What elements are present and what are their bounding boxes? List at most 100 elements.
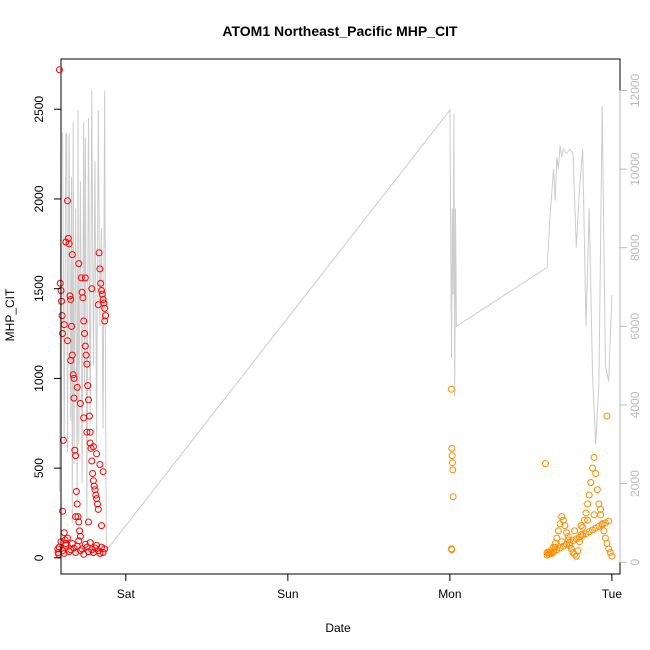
data-point-series-2 <box>579 523 587 531</box>
data-point-series-1 <box>69 371 77 379</box>
data-point-series-1 <box>82 351 90 359</box>
data-point-series-1 <box>77 274 85 282</box>
data-point-series-1 <box>96 549 104 557</box>
chart-title: ATOM1 Northeast_Pacific MHP_CIT <box>222 23 458 39</box>
data-point-series-1 <box>78 288 86 296</box>
data-point-series-1 <box>74 513 82 521</box>
x-tick-label: Sun <box>277 587 298 601</box>
data-point-series-1 <box>86 428 94 436</box>
data-point-series-1 <box>99 549 107 556</box>
data-point-series-2 <box>564 532 572 540</box>
data-point-series-1 <box>75 518 83 526</box>
data-point-series-2 <box>595 522 603 530</box>
data-point-series-2 <box>571 527 579 535</box>
data-point-series-1 <box>70 394 78 402</box>
y2-tick-label: 6000 <box>628 313 642 340</box>
data-point-series-1 <box>88 285 96 293</box>
x-axis-label: Date <box>325 621 351 635</box>
data-point-series-2 <box>605 545 613 553</box>
data-point-series-2 <box>545 549 553 556</box>
data-point-series-1 <box>73 383 81 391</box>
data-point-series-1 <box>62 541 70 549</box>
data-point-series-2 <box>553 534 561 542</box>
data-point-series-2 <box>569 537 577 545</box>
y2-tick-label: 12000 <box>628 73 642 107</box>
data-point-series-1 <box>83 360 91 368</box>
x-tick-label: Mon <box>438 587 461 601</box>
data-point-series-2 <box>558 513 566 521</box>
y-tick-label: 2000 <box>32 185 46 212</box>
plot-frame <box>60 58 621 575</box>
data-point-series-1 <box>62 238 70 246</box>
data-point-series-1 <box>64 337 71 345</box>
data-point-series-2 <box>542 460 549 468</box>
data-point-series-1 <box>72 452 80 460</box>
data-point-series-1 <box>56 279 64 287</box>
data-point-series-1 <box>99 296 107 303</box>
y2-tick-label: 10000 <box>628 152 642 186</box>
data-point-series-2 <box>603 412 611 420</box>
y2-tick-label: 4000 <box>628 391 642 418</box>
data-point-series-2 <box>567 545 575 553</box>
data-point-series-1 <box>89 477 97 485</box>
data-point-series-1 <box>60 529 68 537</box>
data-point-series-2 <box>582 509 590 517</box>
data-point-series-1 <box>76 400 84 407</box>
data-point-series-1 <box>64 197 71 205</box>
data-point-series-1 <box>65 548 73 556</box>
data-point-series-2 <box>449 466 457 474</box>
data-point-series-1 <box>101 317 109 325</box>
data-point-series-2 <box>590 511 598 519</box>
data-point-series-1 <box>94 505 102 513</box>
data-point-series-1 <box>84 382 92 390</box>
data-point-series-1 <box>83 428 91 436</box>
data-point-series-1 <box>95 249 103 257</box>
y2-tick-label: 8000 <box>628 234 642 261</box>
data-point-series-2 <box>571 550 579 558</box>
data-point-series-1 <box>85 518 92 526</box>
data-point-series-1 <box>55 66 63 74</box>
y-tick-label: 0 <box>32 554 46 561</box>
data-point-series-1 <box>59 330 67 337</box>
data-point-series-2 <box>585 491 593 499</box>
data-point-series-2 <box>448 444 456 452</box>
data-point-series-2 <box>587 479 595 486</box>
data-point-series-1 <box>75 260 83 268</box>
data-point-series-1 <box>72 549 80 556</box>
data-point-series-1 <box>67 296 75 303</box>
data-point-series-1 <box>81 342 89 350</box>
data-point-series-1 <box>67 357 75 364</box>
axes-layer: Sat Sun Mon Tue 0 500 1000 1500 2000 2500 0 2000 400… <box>32 73 642 601</box>
data-point-series-2 <box>554 527 562 535</box>
data-point-series-1 <box>81 330 88 337</box>
data-point-series-2 <box>556 544 564 552</box>
data-point-series-1 <box>89 549 97 556</box>
data-point-series-2 <box>558 538 566 546</box>
data-point-series-1 <box>79 294 87 302</box>
data-point-series-1 <box>59 507 67 515</box>
data-point-series-1 <box>89 470 97 477</box>
data-point-series-1 <box>70 374 78 382</box>
data-point-series-1 <box>88 457 96 465</box>
data-point-series-1 <box>92 491 100 499</box>
data-point-series-1 <box>96 461 104 468</box>
points-layer <box>54 66 616 560</box>
data-point-series-1 <box>94 301 102 309</box>
data-point-series-1 <box>58 312 66 320</box>
data-point-series-2 <box>574 547 582 555</box>
data-point-series-2 <box>580 516 588 524</box>
data-point-series-1 <box>93 450 101 458</box>
data-point-series-1 <box>98 290 106 298</box>
x-tick-label: Sat <box>117 587 136 601</box>
data-point-series-2 <box>592 470 600 477</box>
secondary-line-layer <box>58 90 613 552</box>
data-point-series-1 <box>73 500 81 508</box>
data-point-series-1 <box>97 279 105 287</box>
data-point-series-1 <box>101 304 109 312</box>
y-axis-label: MHP_CIT <box>3 288 17 341</box>
data-point-series-1 <box>98 522 105 530</box>
data-point-series-1 <box>71 446 79 454</box>
y-tick-label: 500 <box>32 458 46 478</box>
secondary-series-line <box>58 90 613 552</box>
data-point-series-2 <box>561 522 569 530</box>
